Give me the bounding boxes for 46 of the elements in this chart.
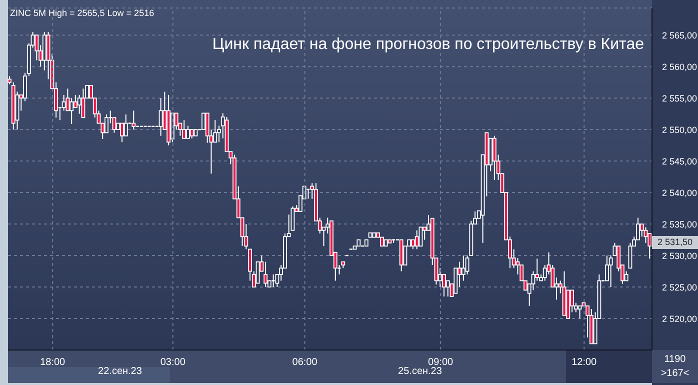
- text: 1190: [663, 354, 687, 365]
- x-tick-label: 03:00: [160, 357, 186, 368]
- candlestick: [644, 226, 648, 244]
- candlestick: [70, 98, 74, 124]
- candlestick: [104, 114, 108, 134]
- candlestick: [578, 305, 582, 320]
- y-tick-label: 2 550,00: [662, 125, 698, 136]
- y-tick-label: 2 565,00: [662, 30, 698, 41]
- y-tick-label: 2 525,00: [662, 282, 698, 293]
- candlestick: [418, 226, 423, 247]
- y-tick-label: 2 535,00: [662, 220, 698, 230]
- y-tick-label: 2 555,00: [662, 94, 698, 104]
- candlestick: [158, 98, 163, 136]
- candlestick: [132, 110, 136, 130]
- candlestick: [186, 125, 190, 139]
- candlestick: [535, 258, 540, 282]
- text: 22.сен.23: [98, 366, 142, 377]
- candlestick: [81, 88, 86, 118]
- candlestick: [461, 255, 466, 282]
- text: 25.сен.23: [397, 366, 443, 377]
- x-tick-label: 06:00: [292, 357, 318, 368]
- chart-subtitle: ZINC 5M High = 2565,5 Low = 2516: [10, 8, 154, 18]
- candlestick: [264, 261, 268, 288]
- text: >167<: [660, 368, 690, 379]
- candlestick: [628, 242, 632, 269]
- candlestick: [62, 94, 66, 112]
- candlestick: [411, 239, 415, 250]
- y-tick-label: 2 545,00: [662, 156, 698, 167]
- candlestick: [120, 122, 124, 143]
- candlestick: [182, 120, 186, 139]
- text: 2 531,50: [652, 236, 698, 249]
- text: Цинк падает на фоне прогнозов по строительству в Китае: [212, 36, 644, 54]
- candlestick: [124, 114, 128, 136]
- candlestick: [414, 230, 419, 250]
- x-tick-label: 18:00: [40, 357, 66, 368]
- y-tick-label: 2 540,00: [662, 188, 698, 198]
- y-tick-label: 2 530,00: [662, 251, 698, 262]
- y-tick-label: 2 520,00: [662, 314, 698, 324]
- candlestick: [290, 206, 295, 231]
- candlestick: [492, 135, 496, 180]
- candlestick: [271, 274, 276, 288]
- candlestick: [256, 261, 260, 284]
- x-tick-label: 09:00: [428, 357, 454, 368]
- candlestick: [77, 94, 82, 114]
- x-tick-label: 12:00: [572, 357, 598, 368]
- y-tick-label: 2 560,00: [662, 62, 698, 72]
